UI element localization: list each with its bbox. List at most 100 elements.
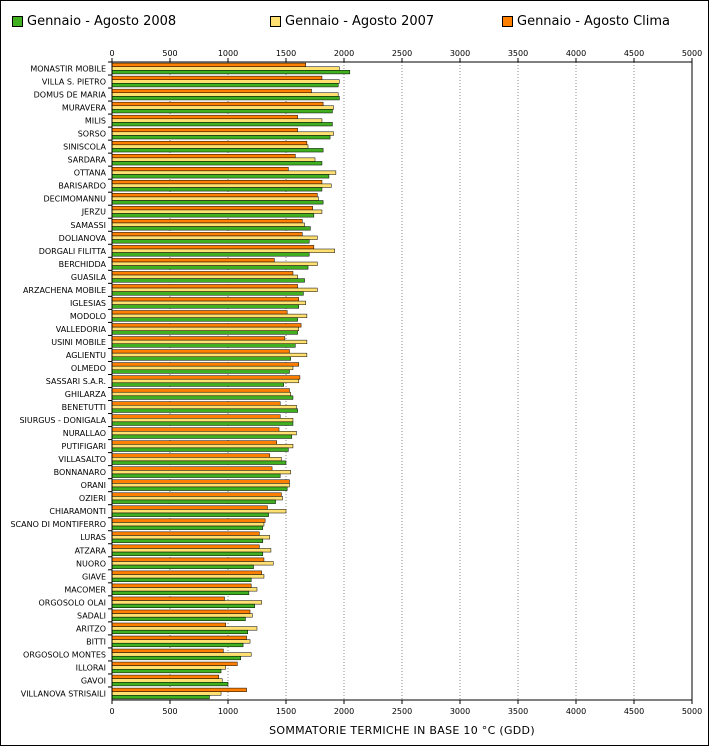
bar <box>111 544 260 549</box>
legend-swatch-2008 <box>12 15 23 27</box>
bar <box>111 574 265 579</box>
bar <box>111 609 251 614</box>
bar <box>111 479 290 484</box>
bar <box>111 388 290 393</box>
bar <box>111 265 309 270</box>
category-label: MONASTIR MOBILE <box>30 65 106 74</box>
bar <box>111 239 310 244</box>
x-tick-label-bottom: 1500 <box>276 707 296 716</box>
legend-item-2008: Gennaio - Agosto 2008 <box>12 13 176 29</box>
bar <box>111 252 310 257</box>
bar <box>111 105 334 110</box>
category-label: DOMUS DE MARIA <box>34 91 107 100</box>
legend-item-clima: Gennaio - Agosto Clima <box>502 13 670 29</box>
bar <box>111 127 298 133</box>
bar <box>111 635 247 640</box>
legend-label-2007: Gennaio - Agosto 2007 <box>285 13 435 29</box>
bar <box>111 668 222 674</box>
x-tick-label-top: 1500 <box>276 49 296 58</box>
x-tick-label-bottom: 2000 <box>334 707 354 716</box>
category-label: VILLASALTO <box>58 455 106 464</box>
bar <box>111 170 337 175</box>
x-tick-label-bottom: 500 <box>162 707 177 716</box>
bar <box>111 687 247 692</box>
legend-swatch-clima <box>502 15 513 27</box>
category-label: SCANO DI MONTIFERRO <box>10 520 106 529</box>
x-tick-label-top: 2000 <box>334 49 354 58</box>
bar <box>111 154 296 159</box>
bar <box>111 83 339 88</box>
bar <box>111 317 298 322</box>
bar <box>111 118 323 123</box>
bar <box>111 200 324 205</box>
bar <box>111 122 333 127</box>
bar <box>111 642 244 648</box>
bar <box>111 226 311 231</box>
bar <box>111 561 274 566</box>
bar <box>111 434 293 439</box>
bar <box>111 232 303 237</box>
bar <box>111 213 315 218</box>
bar <box>111 369 290 374</box>
bar <box>111 300 306 305</box>
bar <box>111 219 303 224</box>
x-tick-label-bottom: 3500 <box>508 707 528 716</box>
bar <box>111 144 309 149</box>
bar <box>111 180 323 185</box>
bar <box>111 148 324 153</box>
bar <box>111 564 254 569</box>
category-label: MODOLO <box>70 312 106 321</box>
category-label: NUORO <box>76 559 106 568</box>
bar <box>111 622 226 627</box>
bar <box>111 62 306 67</box>
bar <box>111 551 264 556</box>
category-label: JERZU <box>81 208 106 217</box>
bar <box>111 401 281 406</box>
x-tick-label-bottom: 2500 <box>392 707 412 716</box>
x-tick-label-bottom: 3000 <box>450 707 470 716</box>
bar <box>111 408 298 413</box>
bar <box>111 245 315 250</box>
bar <box>111 639 251 644</box>
category-label: BITTI <box>86 637 106 646</box>
category-label: AGLIENTU <box>66 351 106 360</box>
bar <box>111 88 312 94</box>
bar <box>111 258 275 263</box>
category-label: MACOMER <box>64 585 106 594</box>
bar <box>111 447 289 452</box>
bar <box>111 356 291 361</box>
bar <box>111 343 296 348</box>
x-tick-label-top: 500 <box>162 49 177 58</box>
category-label: ORGOSOLO MONTES <box>23 650 106 659</box>
bar <box>111 404 297 410</box>
bar <box>111 297 300 302</box>
category-label: NURALLAO <box>63 429 106 438</box>
bar <box>111 665 226 670</box>
category-label: GAVOI <box>81 676 106 685</box>
bar <box>111 206 313 211</box>
bar <box>111 505 268 510</box>
bar <box>111 161 323 166</box>
bar <box>111 196 319 201</box>
bar <box>111 193 318 198</box>
bar <box>111 457 282 462</box>
bar <box>111 648 224 653</box>
x-tick-label-top: 4500 <box>624 49 644 58</box>
bar <box>111 375 301 380</box>
bar <box>111 101 324 107</box>
bar <box>111 661 238 666</box>
bar <box>111 499 276 504</box>
bar <box>111 444 294 449</box>
x-axis-label: SOMMATORIE TERMICHE IN BASE 10 °C (GDD) <box>269 724 535 737</box>
bar <box>111 75 323 80</box>
bar <box>111 678 223 683</box>
bar <box>111 395 294 400</box>
bar <box>111 167 289 172</box>
bar <box>111 483 290 488</box>
category-label: DORGALI FILITTA <box>39 247 107 256</box>
bar <box>111 391 291 397</box>
bar <box>111 183 332 188</box>
category-label: OTTANA <box>74 169 107 178</box>
category-label: ATZARA <box>75 546 107 555</box>
category-label: GHILARZA <box>65 390 107 399</box>
